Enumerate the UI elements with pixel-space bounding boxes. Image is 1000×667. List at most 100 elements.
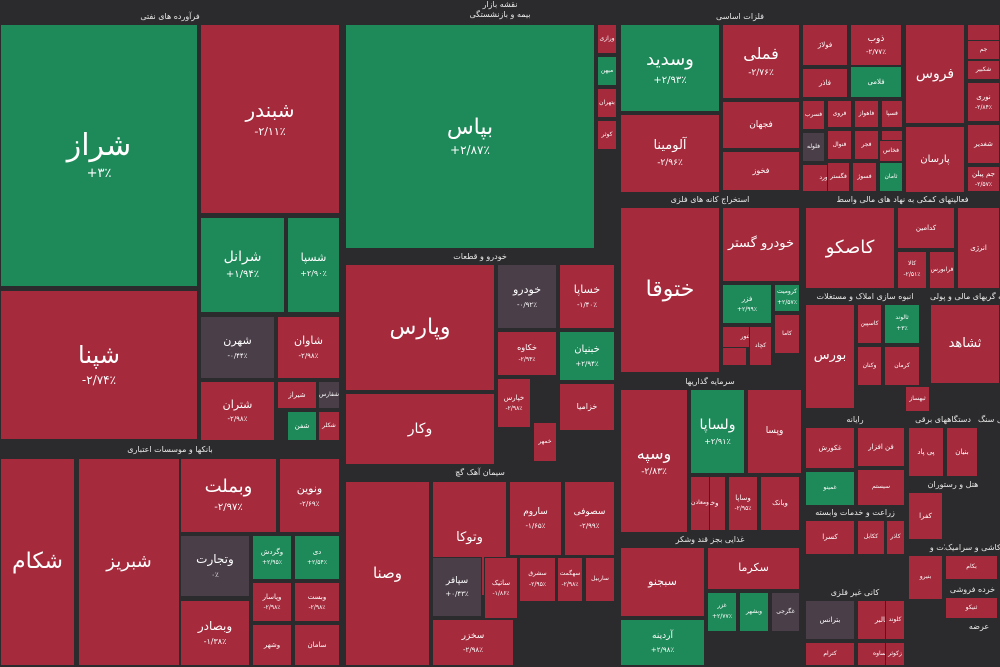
stock-tile[interactable]: ثشاهد [930, 304, 1000, 384]
stock-tile[interactable]: خمهر [533, 422, 557, 462]
stock-tile[interactable]: کفرا [908, 492, 943, 540]
stock-tile[interactable]: ورازی [597, 24, 617, 54]
stock-tile[interactable]: فسپا [881, 100, 903, 128]
stock-tile[interactable]: خودرو -۰/۹۲٪ [497, 264, 557, 329]
stock-tile[interactable]: ساروم -۱/۶۵٪ [509, 481, 562, 556]
stock-tile[interactable]: کدامین [897, 207, 955, 249]
stock-tile[interactable]: وساپا -۲/۹۵٪ [728, 476, 758, 531]
stock-tile[interactable]: کچاد [749, 326, 772, 366]
stock-tile[interactable]: وبانک [760, 476, 800, 531]
stock-tile[interactable]: کوثر [597, 120, 617, 150]
stock-tile[interactable]: وشهر [252, 624, 292, 666]
stock-tile[interactable]: فجر [854, 130, 879, 160]
stock-tile[interactable]: وپسا [747, 389, 802, 474]
stock-tile[interactable]: فگستر [827, 162, 850, 192]
stock-tile[interactable]: سهگمت -۲/۹۸٪ [557, 557, 583, 602]
sector-header-auto[interactable]: خودرو و قطعات [345, 250, 615, 264]
stock-tile[interactable]: غکورش [805, 427, 855, 469]
stock-tile[interactable]: فاهواز [854, 100, 879, 128]
stock-tile[interactable]: فنوال [827, 130, 852, 160]
stock-tile[interactable]: کاما [774, 314, 800, 354]
stock-tile[interactable]: ونوین -۲/۶۹٪ [279, 458, 340, 533]
stock-tile[interactable]: شبندر -۲/۱۱٪ [200, 24, 340, 214]
stock-tile[interactable]: کاسپین [857, 304, 882, 344]
stock-tile[interactable]: خکاوه -۲/۹۴٪ [497, 331, 557, 376]
stock-tile[interactable]: سخزر -۲/۹۸٪ [432, 619, 514, 666]
stock-tile[interactable]: سبجنو [620, 547, 705, 617]
stock-tile[interactable]: کلوند [885, 600, 905, 640]
stock-tile[interactable]: بکام [945, 555, 998, 580]
stock-tile[interactable]: سصوفی -۲/۹۹٪ [564, 481, 615, 556]
stock-tile[interactable]: شکلر [318, 411, 340, 441]
sector-header-cement[interactable]: سیمان آهک گچ [345, 466, 615, 480]
stock-tile[interactable]: ککابل [857, 520, 885, 555]
sector-header-tech[interactable]: عرضه [958, 620, 1000, 634]
stock-tile[interactable]: فسوژ [852, 162, 877, 192]
stock-tile[interactable]: شاوان -۲/۹۸٪ [277, 316, 340, 379]
stock-tile[interactable]: دی +۲/۵۴٪ [294, 535, 340, 580]
stock-tile[interactable]: شراز +۳٪ [0, 24, 198, 287]
sector-header-retail[interactable]: خرده فروشی [945, 583, 1000, 597]
stock-tile[interactable]: وکار [345, 393, 495, 465]
stock-tile[interactable]: وگردش +۲/۹۵٪ [252, 535, 292, 580]
stock-tile[interactable]: سکرما [707, 547, 800, 590]
stock-tile[interactable]: بنیان [946, 427, 978, 477]
stock-tile[interactable]: شکام [0, 458, 75, 666]
sector-header-electric[interactable]: دستگاههای برقی [908, 413, 978, 427]
stock-tile[interactable]: فجهان [722, 101, 800, 149]
stock-tile[interactable]: فروی [827, 100, 852, 128]
stock-tile[interactable]: وپارس [345, 264, 495, 391]
stock-tile[interactable]: خپارس -۲/۹۸٪ [497, 378, 531, 428]
stock-tile[interactable]: نوری -۲/۸۴٪ [967, 82, 1000, 122]
stock-tile[interactable]: وسدید +۲/۹۳٪ [620, 24, 720, 112]
stock-tile[interactable]: فولاژ [802, 24, 848, 66]
sector-header-hotel[interactable]: هتل و رستوران [908, 478, 998, 492]
stock-tile[interactable]: سشرق -۲/۹۵٪ [519, 557, 556, 602]
stock-tile[interactable]: ثبهساز [905, 386, 930, 412]
stock-tile[interactable]: فن افزار [857, 427, 905, 467]
stock-tile[interactable]: خبنیان +۲/۹۴٪ [559, 331, 615, 381]
sector-header-basic[interactable]: فلزات اساسی [620, 10, 860, 24]
stock-tile[interactable]: شپنا -۲/۷۴٪ [0, 290, 198, 440]
stock-tile[interactable]: بنیرو [908, 555, 943, 600]
stock-tile[interactable]: شغدیر [967, 124, 1000, 164]
sector-header-oil[interactable]: فرآورده های نفتی [0, 10, 340, 24]
sector-header-banks[interactable]: بانکها و موسسات اعتباری [0, 443, 340, 457]
stock-tile[interactable]: شفن [287, 411, 317, 441]
stock-tile[interactable]: ختوقا [620, 207, 720, 373]
sector-header-mining[interactable]: استخراج کانه های فلزی [620, 193, 800, 207]
stock-tile[interactable]: کسرا [805, 520, 855, 555]
stock-tile[interactable]: زکوثر [885, 642, 905, 666]
stock-tile[interactable]: فملی -۲/۷۶٪ [722, 24, 800, 99]
stock-tile[interactable]: سیستم [857, 469, 905, 506]
stock-tile[interactable]: فرابورس [929, 251, 955, 289]
stock-tile[interactable]: بتهران [597, 88, 617, 118]
stock-tile[interactable]: فزر +۲/۹۹٪ [722, 284, 772, 324]
stock-tile[interactable]: غمینو [805, 471, 855, 506]
stock-tile[interactable]: کاذر [886, 520, 905, 555]
stock-tile[interactable]: ومعادن [690, 476, 710, 531]
stock-tile[interactable]: شکبیر [967, 60, 1000, 80]
stock-tile[interactable]: جم پیلن -۲/۵۷٪ [967, 166, 1000, 192]
stock-tile[interactable]: شسپا +۲/۹۰٪ [287, 217, 340, 313]
stock-tile[interactable]: پی پاد [908, 427, 944, 477]
stock-tile[interactable]: وبست -۲/۹۸٪ [294, 582, 340, 622]
stock-tile[interactable]: وتجارت ۰٪ [180, 535, 250, 597]
stock-tile[interactable]: فخاس [879, 140, 903, 162]
stock-tile[interactable]: شرانل +۱/۹۴٪ [200, 217, 285, 313]
stock-tile[interactable]: سامان [294, 624, 340, 666]
stock-tile[interactable]: شتران -۲/۹۸٪ [200, 381, 275, 441]
stock-tile[interactable]: غگرجی [771, 592, 800, 632]
stock-tile[interactable]: وبملت -۲/۹۷٪ [180, 458, 277, 533]
stock-tile[interactable]: سپافر +۰/۴۳٪ [432, 557, 482, 617]
stock-tile[interactable]: ثامان [879, 162, 903, 192]
stock-tile[interactable]: فاذر [802, 68, 848, 98]
stock-tile[interactable]: شفارس [318, 381, 340, 409]
stock-tile[interactable]: فخوز [722, 151, 800, 191]
stock-tile[interactable]: شیراز [277, 381, 317, 409]
stock-tile[interactable]: وکنان [857, 346, 882, 386]
stock-tile[interactable]: ساتیک -۱/۸۶٪ [484, 557, 518, 619]
sector-header-agri[interactable]: زراعت و خدمات وابسته [805, 506, 905, 520]
stock-tile[interactable]: کاصکو [805, 207, 895, 289]
sector-header-computer[interactable]: رایانه [805, 413, 905, 427]
